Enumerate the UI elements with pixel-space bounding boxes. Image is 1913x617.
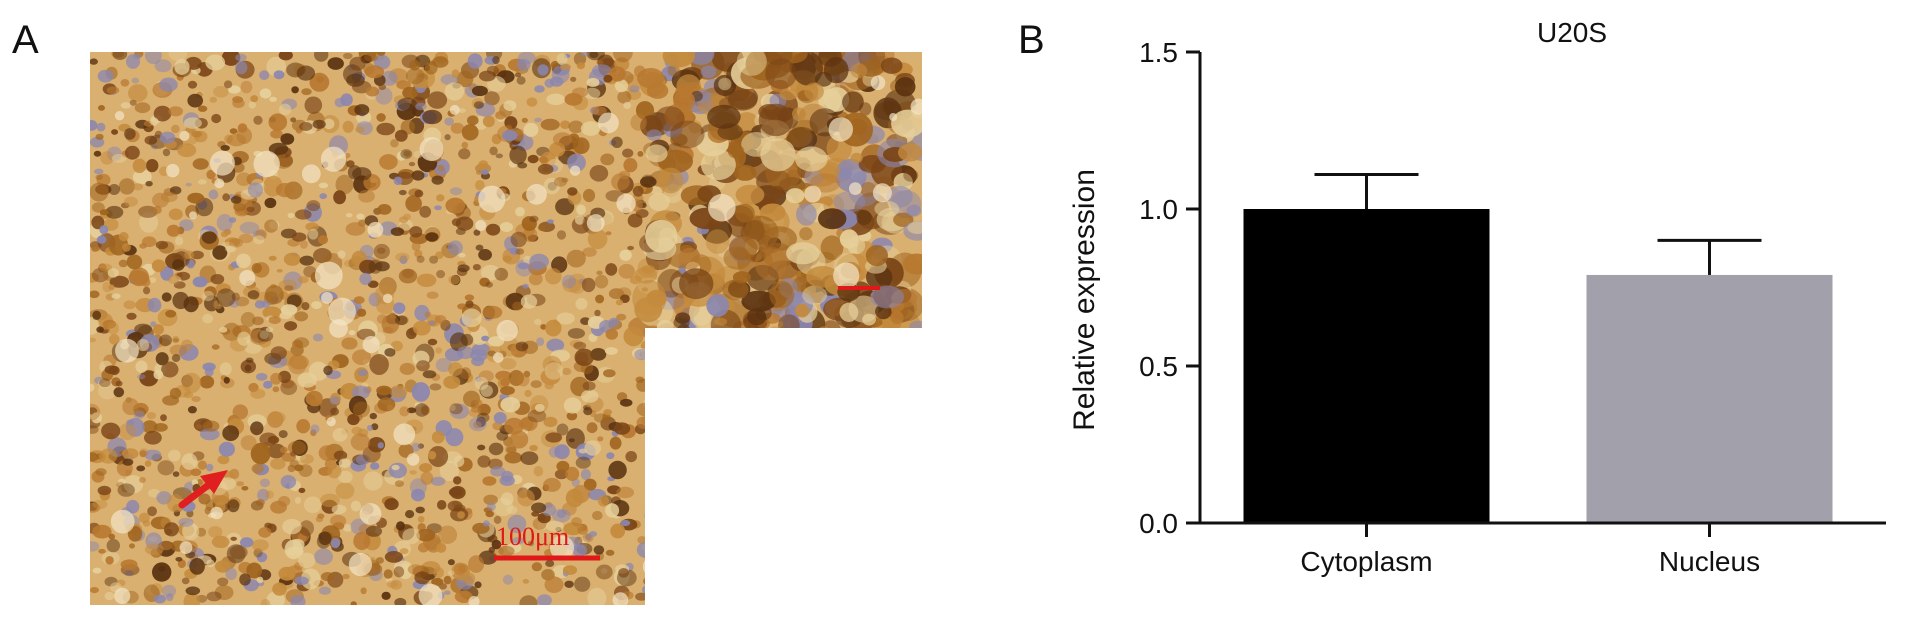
y-tick-label: 0.5 [1139,351,1178,382]
error-bars [1314,172,1762,275]
axes [1186,50,1886,537]
x-tick-label-cytoplasm: Cytoplasm [1300,546,1432,577]
error-bar-nucleus [1657,238,1762,275]
y-tick-label: 1.0 [1139,194,1178,225]
x-tick-label-nucleus: Nucleus [1659,546,1760,577]
bars [1243,209,1833,523]
scale-bar-label: 100μm [496,522,569,551]
micrograph-annotations: 100μm [178,286,880,561]
tick-labels: 0.0 0.5 1.0 1.5 Cytoplasm Nucleus [1139,37,1760,577]
y-tick-label: 0.0 [1139,508,1178,539]
panel-label-b: B [1018,18,1045,62]
y-tick-label: 1.5 [1139,37,1178,68]
y-axis-label: Relative expression [1068,169,1101,431]
bar-nucleus [1586,274,1833,523]
bar-cytoplasm [1243,209,1490,523]
chart-title: U20S [1537,17,1607,48]
red-arrow-icon [178,470,228,509]
panel-label-a: A [12,18,39,62]
error-bar-cytoplasm [1314,172,1419,209]
